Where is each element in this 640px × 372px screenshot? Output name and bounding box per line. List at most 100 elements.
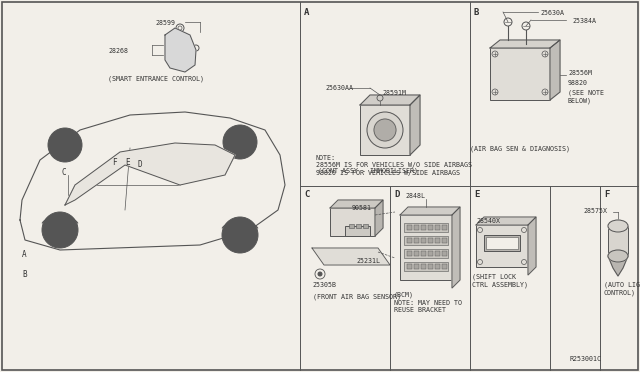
Bar <box>435 251 440 256</box>
Polygon shape <box>20 112 285 250</box>
Text: (AUTO LIGHT
CONTROL): (AUTO LIGHT CONTROL) <box>604 282 640 296</box>
Bar <box>407 238 412 243</box>
Polygon shape <box>608 256 628 276</box>
Bar <box>421 264 426 269</box>
Text: 28556M: 28556M <box>568 70 592 76</box>
Bar <box>356 224 361 228</box>
Text: (FRONT AIR BAG SENSOR): (FRONT AIR BAG SENSOR) <box>313 293 401 299</box>
Polygon shape <box>490 40 560 48</box>
Circle shape <box>48 128 82 162</box>
Text: 28599: 28599 <box>155 20 175 26</box>
Bar <box>400 215 452 280</box>
Text: 28540X: 28540X <box>476 218 500 224</box>
Circle shape <box>223 125 257 159</box>
Circle shape <box>222 217 258 253</box>
Bar <box>428 225 433 230</box>
Polygon shape <box>360 95 420 105</box>
Polygon shape <box>165 28 196 72</box>
Bar <box>428 264 433 269</box>
Bar <box>421 251 426 256</box>
Text: 28591M: 28591M <box>382 90 406 96</box>
Bar <box>476 225 528 267</box>
Bar <box>608 226 628 256</box>
Text: 25630A: 25630A <box>540 10 564 16</box>
Bar <box>442 238 447 243</box>
Bar <box>490 48 550 100</box>
Bar <box>404 236 448 245</box>
Circle shape <box>49 219 71 241</box>
Text: D: D <box>394 190 399 199</box>
Text: (BCM)
NOTE: MAY NEED TO
REUSE BRACKET: (BCM) NOTE: MAY NEED TO REUSE BRACKET <box>394 292 462 314</box>
Text: 25630AA: 25630AA <box>325 85 353 91</box>
Bar <box>170 42 186 48</box>
Circle shape <box>139 161 143 165</box>
Text: 25305B: 25305B <box>312 282 336 288</box>
Text: B: B <box>474 8 479 17</box>
Polygon shape <box>65 143 235 205</box>
Bar <box>407 251 412 256</box>
Bar <box>404 223 448 232</box>
Circle shape <box>229 224 251 246</box>
Bar <box>414 238 419 243</box>
Polygon shape <box>476 217 536 225</box>
Bar <box>421 225 426 230</box>
Text: D: D <box>138 160 143 169</box>
Text: (SEE NOTE
BELOW): (SEE NOTE BELOW) <box>568 90 604 105</box>
Text: 90581: 90581 <box>352 205 372 211</box>
Bar <box>421 238 426 243</box>
Text: NOTE:
28556M IS FOR VEHICLES W/O SIDE AIRBAGS
98820 IS FOR VEHICLES W/SIDE AIRBA: NOTE: 28556M IS FOR VEHICLES W/O SIDE AI… <box>316 155 472 176</box>
Text: C: C <box>304 190 309 199</box>
Bar <box>404 249 448 258</box>
Text: 25384A: 25384A <box>572 18 596 24</box>
Polygon shape <box>312 248 390 265</box>
Bar <box>428 238 433 243</box>
Bar <box>349 224 354 228</box>
Bar <box>404 262 448 271</box>
Bar <box>407 225 412 230</box>
Circle shape <box>127 161 131 165</box>
Ellipse shape <box>367 112 403 148</box>
Circle shape <box>115 163 119 167</box>
Ellipse shape <box>608 250 628 262</box>
Bar <box>330 208 375 236</box>
Text: F: F <box>112 158 116 167</box>
Circle shape <box>42 212 78 248</box>
Bar <box>484 235 520 251</box>
Text: F: F <box>604 190 609 199</box>
Bar <box>486 237 518 249</box>
Bar <box>363 224 368 228</box>
Text: 28268: 28268 <box>108 48 128 54</box>
Text: A: A <box>22 250 27 259</box>
Text: 28575X: 28575X <box>583 208 607 214</box>
Bar <box>170 58 180 63</box>
Text: R253001C: R253001C <box>570 356 602 362</box>
Text: E: E <box>474 190 479 199</box>
Bar <box>442 251 447 256</box>
Bar <box>407 264 412 269</box>
Bar <box>435 225 440 230</box>
Bar <box>414 251 419 256</box>
Circle shape <box>230 132 250 152</box>
Circle shape <box>318 272 322 276</box>
Text: 2848L: 2848L <box>405 193 425 199</box>
Bar <box>435 238 440 243</box>
Polygon shape <box>452 207 460 288</box>
Polygon shape <box>410 95 420 155</box>
Text: A: A <box>304 8 309 17</box>
Bar <box>442 225 447 230</box>
Bar <box>435 264 440 269</box>
Polygon shape <box>330 200 383 208</box>
Text: 98820: 98820 <box>568 80 588 86</box>
Text: (SMART ENTRANCE CONTROL): (SMART ENTRANCE CONTROL) <box>108 76 204 83</box>
Text: 25231L: 25231L <box>356 258 380 264</box>
Ellipse shape <box>608 220 628 232</box>
Text: C: C <box>62 168 67 177</box>
Bar <box>428 251 433 256</box>
Bar <box>345 226 370 236</box>
Text: B: B <box>22 270 27 279</box>
Polygon shape <box>550 40 560 100</box>
Bar <box>170 50 186 56</box>
Bar <box>414 225 419 230</box>
Bar <box>442 264 447 269</box>
Text: E: E <box>125 158 130 167</box>
